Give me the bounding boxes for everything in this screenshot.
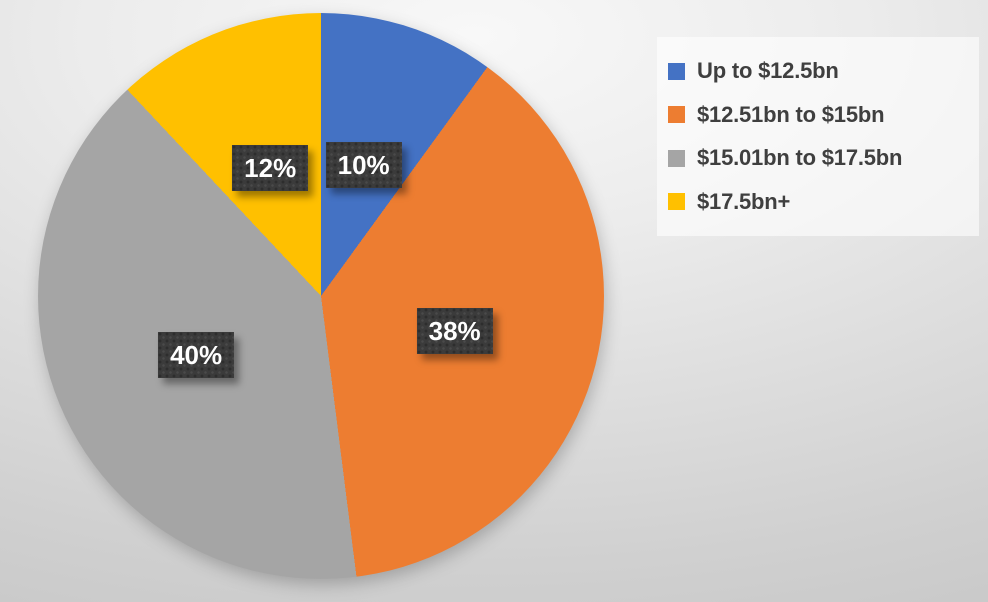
pie-data-label: 12% (232, 145, 308, 191)
pie-data-label: 38% (417, 308, 493, 354)
chart-legend: Up to $12.5bn $12.51bn to $15bn $15.01bn t… (657, 37, 979, 236)
legend-color-swatch (668, 193, 685, 211)
legend-item-label: Up to $12.5bn (697, 58, 839, 84)
legend-item: $17.5bn+ (657, 189, 979, 215)
legend-item: Up to $12.5bn (657, 58, 979, 84)
legend-color-swatch (668, 106, 685, 124)
legend-item-label: $15.01bn to $17.5bn (697, 145, 903, 171)
legend-color-swatch (668, 62, 685, 80)
legend-color-swatch (668, 149, 685, 167)
legend-item-label: $12.51bn to $15bn (697, 101, 885, 127)
pie-chart (38, 13, 604, 579)
legend-item: $12.51bn to $15bn (657, 102, 979, 128)
legend-item: $15.01bn to $17.5bn (657, 145, 979, 171)
pie-data-label: 10% (326, 142, 402, 188)
legend-item-label: $17.5bn+ (697, 188, 791, 214)
pie-data-label: 40% (158, 332, 234, 378)
